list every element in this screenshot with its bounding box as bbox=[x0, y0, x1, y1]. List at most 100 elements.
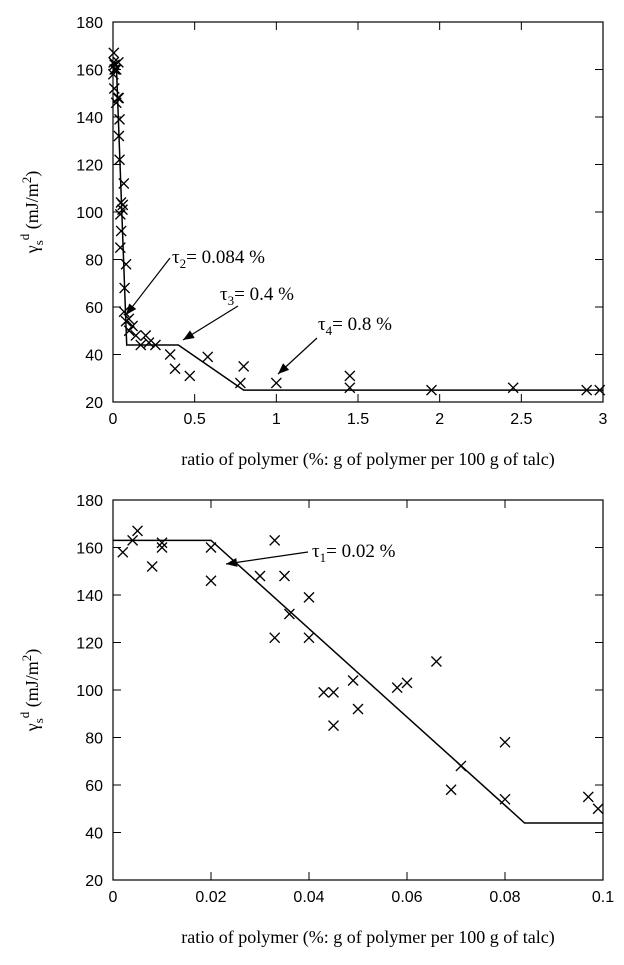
y-axis-label: γsd (mJ/m2) bbox=[17, 171, 46, 255]
data-point bbox=[269, 534, 281, 546]
data-point bbox=[114, 113, 125, 125]
data-point bbox=[114, 242, 126, 254]
cross-stroke bbox=[113, 92, 125, 104]
cross-stroke bbox=[344, 382, 356, 394]
cross-stroke bbox=[119, 282, 131, 294]
cross-stroke bbox=[117, 204, 128, 216]
cross-stroke bbox=[303, 591, 315, 603]
data-point bbox=[426, 384, 437, 396]
y-tick-label: 180 bbox=[76, 493, 103, 510]
cross-stroke bbox=[283, 608, 295, 620]
fit-line bbox=[113, 539, 603, 824]
x-tick-label: 0.04 bbox=[293, 889, 324, 906]
cross-stroke bbox=[108, 83, 120, 94]
data-point bbox=[270, 377, 282, 389]
data-point bbox=[499, 793, 511, 805]
data-point bbox=[117, 546, 129, 558]
data-point bbox=[150, 339, 161, 351]
y-tick-label: 100 bbox=[76, 683, 103, 700]
data-point bbox=[118, 306, 130, 318]
cross-stroke bbox=[205, 575, 217, 587]
y-tick-label: 180 bbox=[76, 15, 103, 32]
data-point bbox=[169, 363, 181, 375]
data-point bbox=[140, 330, 152, 341]
data-point bbox=[120, 258, 132, 270]
data-point bbox=[269, 632, 281, 644]
cross-stroke bbox=[115, 225, 127, 237]
cross-stroke bbox=[594, 384, 606, 396]
x-axis: 0 0.02 0.04 0.06 0.08 0.1 bbox=[109, 500, 614, 906]
y-axis: 20 40 60 80 100 120 140 160 180 bbox=[76, 493, 603, 890]
cross-stroke bbox=[130, 330, 142, 341]
data-point bbox=[156, 537, 168, 549]
data-point bbox=[112, 56, 124, 68]
cross-stroke bbox=[117, 199, 129, 211]
cross-stroke bbox=[328, 686, 339, 698]
cross-stroke bbox=[202, 351, 214, 363]
data-point bbox=[123, 313, 135, 325]
x-tick-label: 0.06 bbox=[391, 889, 422, 906]
cross-stroke bbox=[592, 803, 604, 815]
y-tick-label: 60 bbox=[85, 300, 103, 317]
y-tick-label: 40 bbox=[85, 348, 103, 365]
data-point bbox=[123, 325, 135, 337]
data-point bbox=[303, 632, 315, 644]
y-tick-label: 140 bbox=[76, 110, 103, 127]
data-point bbox=[581, 384, 593, 396]
data-point bbox=[202, 351, 214, 363]
data-point bbox=[156, 542, 168, 553]
y-axis-label: γsd (mJ/m2) bbox=[17, 649, 46, 733]
cross-stroke bbox=[184, 370, 196, 382]
cross-stroke bbox=[445, 784, 457, 796]
annotation-label: τ1= 0.02 % bbox=[312, 541, 396, 565]
cross-stroke bbox=[318, 686, 330, 698]
cross-stroke bbox=[114, 113, 125, 125]
cross-stroke bbox=[269, 632, 281, 644]
y-tick-label: 160 bbox=[76, 63, 103, 80]
y-tick-label: 20 bbox=[85, 873, 103, 890]
data-point bbox=[143, 337, 155, 349]
data-point bbox=[352, 703, 364, 715]
cross-stroke bbox=[135, 339, 147, 351]
data-point bbox=[344, 370, 356, 382]
cross-stroke bbox=[581, 384, 593, 396]
data-point bbox=[117, 204, 128, 216]
annotation-arrow bbox=[225, 551, 309, 565]
y-tick-label: 20 bbox=[85, 395, 103, 412]
cross-stroke bbox=[269, 534, 281, 546]
data-point bbox=[127, 534, 139, 546]
annotation-arrow bbox=[125, 257, 171, 316]
data-point bbox=[455, 760, 467, 772]
cross-stroke bbox=[205, 542, 217, 553]
x-tick-label: 0.02 bbox=[195, 889, 226, 906]
data-point bbox=[401, 677, 413, 689]
arrow-head bbox=[278, 363, 290, 374]
data-point bbox=[238, 360, 250, 372]
cross-stroke bbox=[146, 561, 158, 572]
cross-stroke bbox=[328, 720, 339, 732]
cross-stroke bbox=[150, 339, 161, 351]
data-point bbox=[279, 570, 290, 582]
y-tick-label: 60 bbox=[85, 778, 103, 795]
data-point bbox=[391, 682, 403, 694]
x-tick-label: 0 bbox=[109, 411, 118, 428]
cross-stroke bbox=[344, 370, 356, 382]
data-point bbox=[119, 282, 131, 294]
cross-stroke bbox=[164, 349, 176, 360]
data-point bbox=[130, 330, 142, 341]
data-point bbox=[499, 736, 511, 748]
data-points bbox=[107, 47, 606, 396]
y-tick-label: 140 bbox=[76, 588, 103, 605]
arrow-head bbox=[226, 557, 238, 567]
cross-stroke bbox=[391, 682, 403, 694]
cross-stroke bbox=[270, 377, 282, 389]
data-point bbox=[127, 320, 139, 332]
data-point bbox=[507, 382, 519, 394]
x-tick-label: 2 bbox=[435, 411, 444, 428]
data-point bbox=[135, 339, 147, 351]
cross-stroke bbox=[303, 632, 315, 644]
data-point bbox=[205, 575, 217, 587]
data-point bbox=[164, 349, 176, 360]
annotation-tau4: τ4= 0.8 % bbox=[277, 314, 392, 375]
cross-stroke bbox=[117, 546, 129, 558]
